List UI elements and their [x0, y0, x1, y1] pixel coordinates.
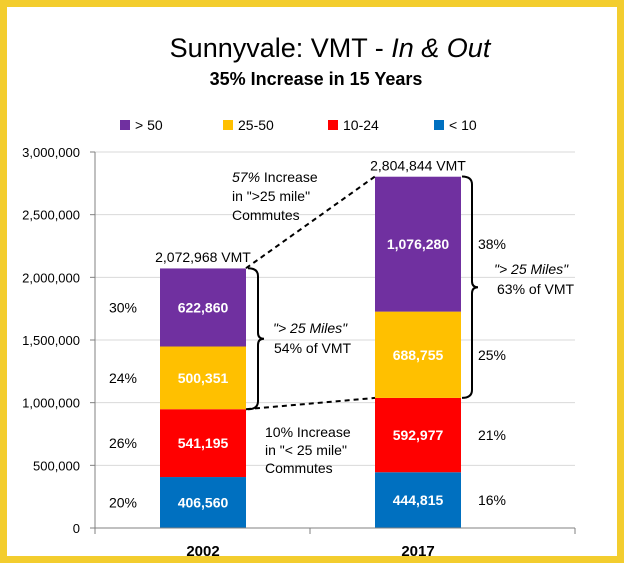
percent-label: 25%	[478, 347, 506, 363]
bar-value-label: 500,351	[178, 370, 229, 386]
bars: 406,560 541,195 500,351 622,860 444,815 592,9…	[160, 176, 461, 528]
annotation-text-part: Increase	[260, 169, 318, 185]
y-tick-label: 2,000,000	[22, 270, 80, 285]
x-axis: 2002 2017	[94, 527, 576, 556]
legend-label: 10-24	[343, 117, 379, 133]
percent-label: 20%	[109, 495, 137, 511]
y-tick-label: 1,500,000	[22, 333, 80, 348]
chart-titles: Sunnyvale: VMT - In & Out 35% Increase i…	[170, 33, 492, 89]
legend-swatch	[223, 120, 233, 130]
percent-label: 21%	[478, 427, 506, 443]
chart-subtitle: 35% Increase in 15 Years	[210, 69, 423, 89]
legend-label: 25-50	[238, 117, 274, 133]
percent-label: 30%	[109, 299, 137, 315]
bar-value-label: 622,860	[178, 299, 229, 315]
x-tick-label: 2017	[401, 543, 434, 556]
x-tick-label: 2002	[186, 543, 219, 556]
bar-segment	[375, 311, 461, 398]
y-tick-label: 1,000,000	[22, 396, 80, 411]
bar-segment	[160, 268, 246, 347]
bar-value-label: 688,755	[393, 347, 444, 363]
percent-label: 26%	[109, 435, 137, 451]
annotation-share-2017-value: 63% of VMT	[497, 281, 574, 297]
bar-segment	[375, 176, 461, 312]
y-tick-label: 3,000,000	[22, 145, 80, 160]
bar-value-label: 406,560	[178, 495, 229, 511]
annotation-increase-under-25-line: Commutes	[265, 460, 333, 476]
annotation-share-2002-value: 54% of VMT	[274, 340, 351, 356]
chart-title: Sunnyvale: VMT - In & Out	[170, 33, 492, 63]
legend-swatch	[328, 120, 338, 130]
annotation-italic-part: 57%	[232, 169, 260, 185]
bar-segment	[375, 397, 461, 473]
total-label: 2,072,968 VMT	[155, 249, 251, 265]
percent-label: 16%	[478, 492, 506, 508]
brace-2002	[247, 267, 265, 411]
total-label: 2,804,844 VMT	[370, 157, 466, 173]
y-tick-label: 0	[73, 521, 80, 536]
bar-value-label: 1,076,280	[387, 236, 449, 252]
percent-label: 38%	[478, 236, 506, 252]
annotation-share-2017-title: "> 25 Miles"	[494, 261, 569, 277]
y-tick-label: 500,000	[33, 458, 80, 473]
y-axis: 0 500,000 1,000,000 1,500,000 2,000,000 2,500…	[22, 145, 96, 536]
bar-value-label: 444,815	[393, 492, 444, 508]
bar-value-label: 592,977	[393, 427, 444, 443]
bar-value-label: 541,195	[178, 435, 229, 451]
connector-bottom	[245, 396, 376, 411]
legend: > 50 25-50 10-24 < 10	[120, 117, 477, 133]
chart-title-italic: In & Out	[391, 33, 492, 63]
bar-segment	[160, 346, 246, 410]
annotation-increase-over-25-line2: in ">25 mile"	[232, 188, 310, 204]
brace-2017	[461, 175, 479, 399]
chart: Sunnyvale: VMT - In & Out 35% Increase i…	[22, 33, 576, 556]
annotations: 20% 26% 24% 30% 2,072,968 VMT 16% 21% 25% 38% 2,8…	[109, 157, 574, 510]
bar-segment	[160, 477, 246, 528]
legend-swatch	[434, 120, 444, 130]
y-tick-label: 2,500,000	[22, 208, 80, 223]
legend-label: > 50	[135, 117, 163, 133]
annotation-share-2002-title: "> 25 Miles"	[273, 320, 348, 336]
legend-swatch	[120, 120, 130, 130]
percent-label: 24%	[109, 370, 137, 386]
bar-segment	[160, 409, 246, 478]
annotation-increase-over-25: 57% Increase	[232, 169, 318, 185]
annotation-increase-under-25-line: in "< 25 mile"	[265, 442, 347, 458]
annotation-increase-under-25-line: 10% Increase	[265, 424, 351, 440]
bar-segment	[375, 472, 461, 528]
legend-label: < 10	[449, 117, 477, 133]
annotation-increase-over-25-line3: Commutes	[232, 207, 300, 223]
